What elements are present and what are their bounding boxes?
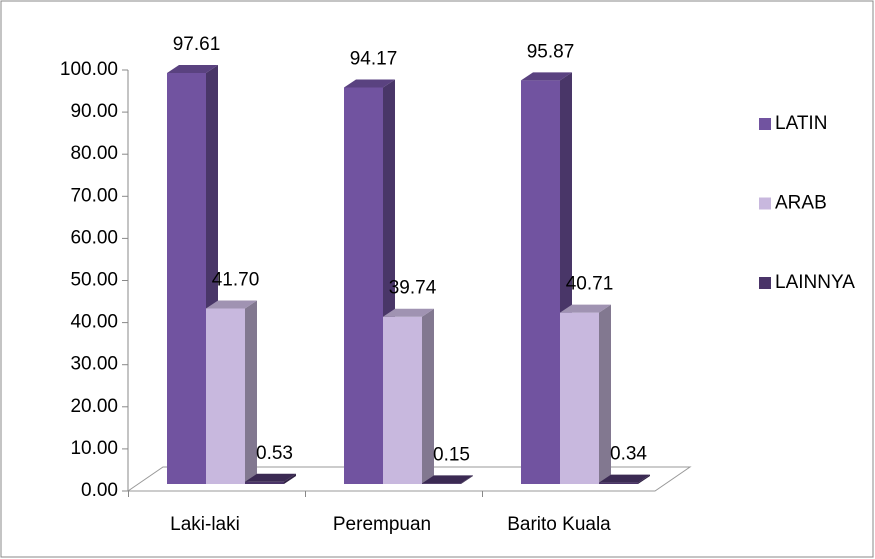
legend-swatch (759, 277, 771, 289)
bar-front (206, 308, 245, 484)
bar-top (383, 308, 434, 317)
legend-label: LATIN (775, 113, 827, 134)
y-tick-label: 0.00 (81, 480, 118, 501)
data-label: 0.53 (256, 443, 293, 464)
bar-side (422, 308, 434, 484)
y-tick-label: 70.00 (70, 185, 118, 206)
data-label: 95.87 (527, 41, 575, 62)
bar (206, 300, 257, 484)
bar (245, 473, 296, 484)
data-label: 39.74 (389, 278, 437, 299)
y-tick-label: 50.00 (70, 270, 118, 291)
bar-front (383, 316, 422, 484)
x-tick-label: Barito Kuala (507, 514, 611, 535)
bar (560, 304, 611, 484)
data-label: 0.34 (610, 444, 647, 465)
bar-front (560, 312, 599, 484)
bar-top (245, 473, 296, 482)
bar (383, 308, 434, 484)
bar-front (422, 483, 461, 484)
y-tick-label: 10.00 (70, 438, 118, 459)
bar-top (521, 72, 572, 81)
y-tick-label: 30.00 (70, 354, 118, 375)
data-label: 40.71 (566, 274, 614, 295)
y-tick-label: 40.00 (70, 312, 118, 333)
y-tick-label: 20.00 (70, 396, 118, 417)
bar-top (560, 304, 611, 313)
data-label: 0.15 (433, 444, 470, 465)
bar-front (521, 80, 560, 484)
bar-side (461, 475, 473, 484)
y-tick-label: 100.00 (60, 59, 118, 80)
bar-side (284, 473, 296, 484)
bar-front (599, 482, 638, 484)
legend-swatch (759, 197, 771, 210)
bar-side (599, 304, 611, 484)
bar-top (344, 79, 395, 88)
y-tick-label: 80.00 (70, 143, 118, 164)
bar-front (344, 87, 383, 484)
y-tick-label: 90.00 (70, 101, 118, 122)
data-label: 94.17 (350, 49, 398, 70)
bar-side (245, 300, 257, 484)
legend-label: LAINNYA (775, 272, 855, 293)
legend-swatch (759, 118, 771, 130)
data-label: 97.61 (173, 34, 221, 55)
bar-top (206, 300, 257, 309)
x-tick-label: Laki-laki (170, 514, 240, 535)
bar (599, 474, 650, 484)
x-tick-label: Perempuan (333, 514, 431, 535)
data-label: 41.70 (212, 269, 260, 290)
bar-top (422, 475, 473, 484)
bar-front (245, 481, 284, 484)
y-tick-label: 60.00 (70, 227, 118, 248)
bar-top (167, 65, 218, 74)
bar (422, 475, 473, 484)
bar-front (167, 73, 206, 485)
legend-label: ARAB (775, 193, 827, 214)
bar-side (638, 474, 650, 484)
bar-top (599, 474, 650, 483)
